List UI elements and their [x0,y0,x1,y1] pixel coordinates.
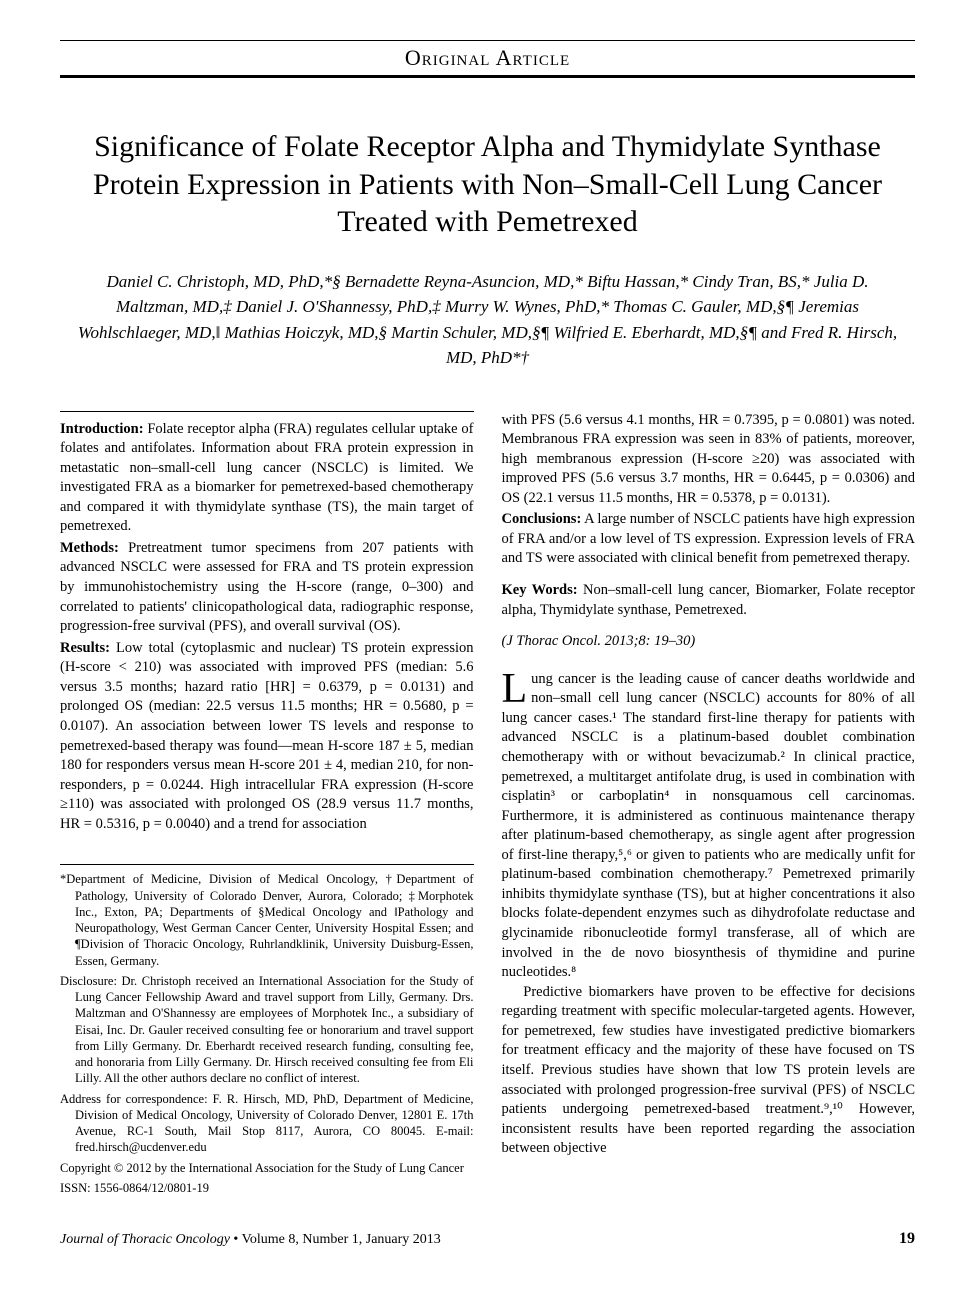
footnote-affiliations: *Department of Medicine, Division of Med… [60,871,474,969]
article-type-banner: Original Article [60,40,915,78]
journal-citation: (J Thorac Oncol. 2013;8: 19–30) [502,632,916,652]
abstract-results: Results: Low total (cytoplasmic and nucl… [60,639,474,835]
abstract-block: Introduction: Folate receptor alpha (FRA… [60,411,474,835]
abstract-introduction: Introduction: Folate receptor alpha (FRA… [60,420,474,537]
author-list: Daniel C. Christoph, MD, PhD,*§ Bernadet… [60,269,915,371]
abstract-results-text: Low total (cytoplasmic and nuclear) TS p… [60,640,474,832]
keywords-label: Key Words: [502,582,578,598]
footnote-disclosure: Disclosure: Dr. Christoph received an In… [60,973,474,1087]
abstract-intro-label: Introduction: [60,421,144,437]
abstract-conclusions: Conclusions: A large number of NSCLC pat… [502,510,916,569]
body-para1-text: ung cancer is the leading cause of cance… [502,671,916,980]
keywords: Key Words: Non–small-cell lung cancer, B… [502,581,916,620]
abstract-conclusions-label: Conclusions: [502,511,582,527]
body-text: Lung cancer is the leading cause of canc… [502,670,916,1159]
left-column: Introduction: Folate receptor alpha (FRA… [60,411,474,1201]
footnote-issn: ISSN: 1556-0864/12/0801-19 [60,1180,474,1196]
two-column-layout: Introduction: Folate receptor alpha (FRA… [60,411,915,1201]
abstract-results-continued: with PFS (5.6 versus 4.1 months, HR = 0.… [502,411,916,509]
footnote-correspondence: Address for correspondence: F. R. Hirsch… [60,1091,474,1156]
abstract-methods-text: Pretreatment tumor specimens from 207 pa… [60,540,474,634]
right-column: with PFS (5.6 versus 4.1 months, HR = 0.… [502,411,916,1201]
footnotes-block: *Department of Medicine, Division of Med… [60,864,474,1196]
footer-left: Journal of Thoracic Oncology • Volume 8,… [60,1232,441,1248]
abstract-results-label: Results: [60,640,110,656]
footer-issue: • Volume 8, Number 1, January 2013 [230,1232,441,1247]
article-title: Significance of Folate Receptor Alpha an… [60,128,915,241]
abstract-intro-text: Folate receptor alpha (FRA) regulates ce… [60,421,474,535]
footer-journal: Journal of Thoracic Oncology [60,1232,230,1247]
body-paragraph-1: Lung cancer is the leading cause of canc… [502,670,916,983]
page-footer: Journal of Thoracic Oncology • Volume 8,… [60,1230,915,1248]
body-paragraph-2: Predictive biomarkers have proven to be … [502,983,916,1159]
citation-text: (J Thorac Oncol. 2013;8: 19–30) [502,633,696,649]
dropcap: L [502,670,532,708]
abstract-methods: Methods: Pretreatment tumor specimens fr… [60,539,474,637]
abstract-methods-label: Methods: [60,540,119,556]
article-type-label: Original Article [405,45,570,70]
footer-page-number: 19 [899,1230,915,1248]
footnote-copyright: Copyright © 2012 by the International As… [60,1160,474,1176]
